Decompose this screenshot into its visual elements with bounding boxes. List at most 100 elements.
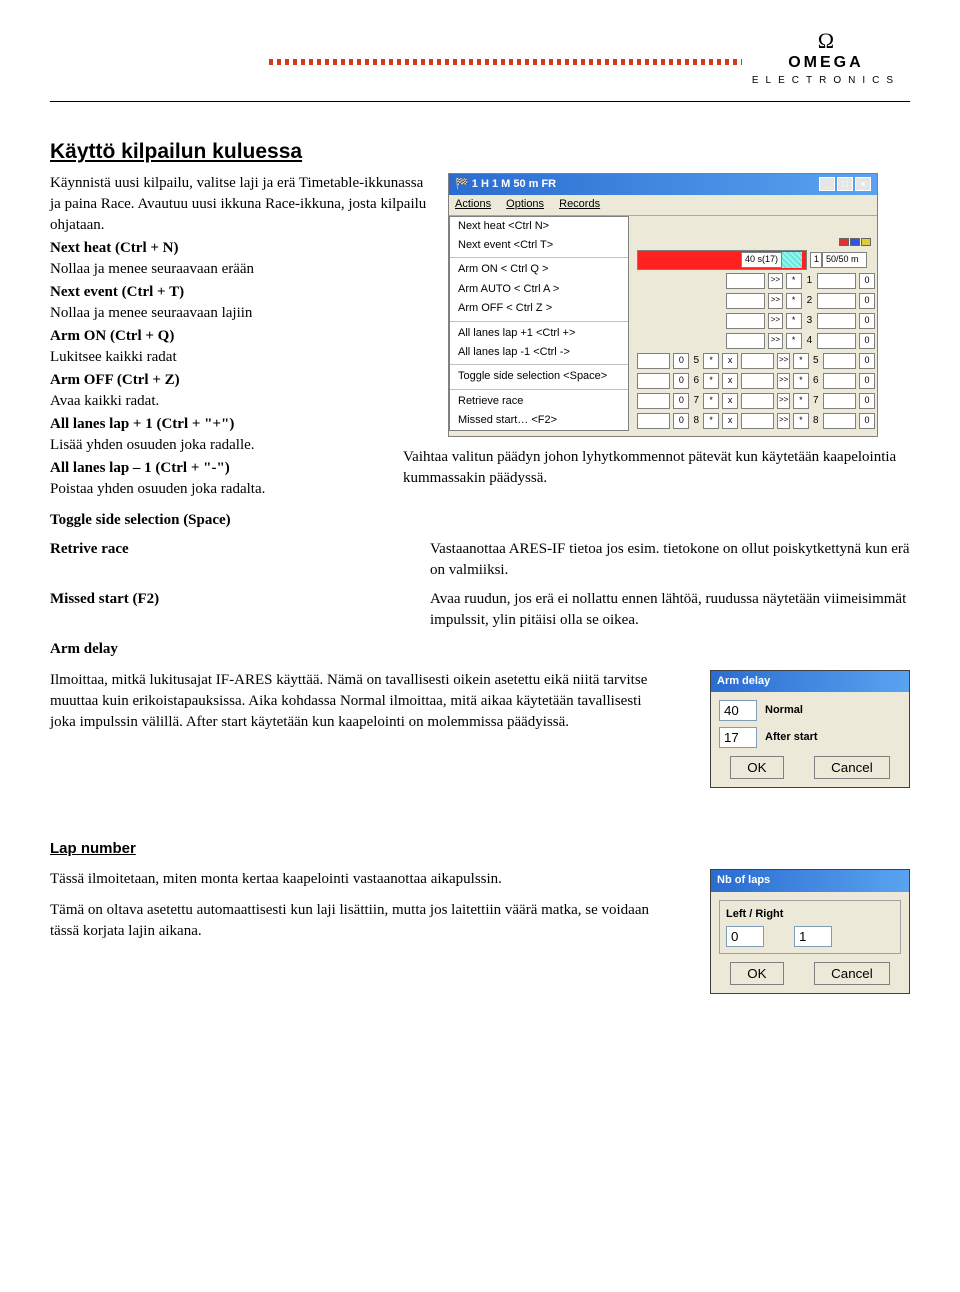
lane-next-button[interactable]: >>: [768, 333, 783, 349]
close-icon[interactable]: ×: [855, 177, 871, 191]
minimize-icon[interactable]: _: [819, 177, 835, 191]
lane-result[interactable]: [817, 273, 856, 289]
lane-result[interactable]: [823, 353, 856, 369]
lane-x-button[interactable]: x: [722, 393, 738, 409]
menu-item[interactable]: Next heat <Ctrl N>: [450, 217, 628, 236]
lane-result[interactable]: [823, 373, 856, 389]
lane-star2[interactable]: *: [793, 373, 809, 389]
menu-item[interactable]: Retrieve race: [450, 392, 628, 411]
lane-star2[interactable]: *: [793, 393, 809, 409]
lane-time2[interactable]: [741, 393, 774, 409]
lane-number: 7: [812, 394, 820, 408]
nb-laps-right-input[interactable]: [794, 926, 832, 947]
lane-star2[interactable]: *: [793, 353, 809, 369]
lane-star2[interactable]: *: [786, 313, 802, 329]
arm-delay-after-label: After start: [765, 730, 818, 745]
lane-number-left: 5: [692, 354, 700, 368]
nb-laps-cancel-button[interactable]: Cancel: [814, 962, 890, 985]
lane-row: 05*x>>*50: [637, 353, 875, 369]
menu-options[interactable]: Options: [506, 198, 544, 210]
lane-star2[interactable]: *: [793, 413, 809, 429]
lane-result[interactable]: [823, 413, 856, 429]
lane-next-button[interactable]: >>: [777, 373, 789, 389]
race-menu-bar: Actions Options Records: [449, 195, 877, 215]
lane-result[interactable]: [823, 393, 856, 409]
arm-delay-after-input[interactable]: [719, 727, 757, 748]
lane-star2[interactable]: *: [786, 293, 802, 309]
arm-delay-normal-label: Normal: [765, 703, 803, 718]
lane-zero2: 0: [859, 333, 875, 349]
lane-result[interactable]: [817, 313, 856, 329]
lane-number-left: 7: [692, 394, 700, 408]
lapnumber-p2: Tämä on oltava asetettu automaattisesti …: [50, 900, 670, 942]
lane-time-field[interactable]: [637, 373, 670, 389]
lane-result[interactable]: [817, 293, 856, 309]
lane-next-button[interactable]: >>: [768, 273, 783, 289]
lane-time2[interactable]: [741, 353, 774, 369]
menu-item[interactable]: Arm AUTO < Ctrl A >: [450, 280, 628, 299]
lane-result[interactable]: [817, 333, 856, 349]
lane-next-button[interactable]: >>: [768, 313, 783, 329]
lane-time-field[interactable]: [637, 393, 670, 409]
lane-star2[interactable]: *: [786, 333, 802, 349]
lane-time2[interactable]: [726, 313, 765, 329]
lane-time2[interactable]: [726, 333, 765, 349]
lane-x-button[interactable]: x: [722, 413, 738, 429]
nb-laps-ok-button[interactable]: OK: [730, 962, 783, 985]
lane-next-button[interactable]: >>: [777, 353, 789, 369]
arm-delay-ok-button[interactable]: OK: [730, 756, 783, 779]
menu-actions[interactable]: Actions: [455, 198, 491, 210]
command-list: Next heat (Ctrl + N)Nollaa ja menee seur…: [50, 238, 430, 500]
lane-time2[interactable]: [726, 293, 765, 309]
cmd-desc: Avaa kaikki radat.: [50, 393, 159, 409]
lane-zero2: 0: [859, 373, 875, 389]
lane-zero: 0: [673, 373, 689, 389]
arm-delay-cancel-button[interactable]: Cancel: [814, 756, 890, 779]
toggle-head: Toggle side selection (Space): [50, 512, 231, 528]
menu-item[interactable]: Arm OFF < Ctrl Z >: [450, 299, 628, 318]
lane-time-field[interactable]: [637, 413, 670, 429]
menu-item[interactable]: Toggle side selection <Space>: [450, 367, 628, 386]
lane-time2[interactable]: [726, 273, 765, 289]
menu-item[interactable]: Arm ON < Ctrl Q >: [450, 260, 628, 279]
menu-records[interactable]: Records: [559, 198, 600, 210]
cmd-desc: Poistaa yhden osuuden joka radalta.: [50, 481, 265, 497]
armdelay-head: Arm delay: [50, 639, 430, 660]
cmd-head: Next heat (Ctrl + N): [50, 240, 179, 256]
lane-header-red: 40 s(17): [637, 250, 807, 270]
maximize-icon[interactable]: □: [837, 177, 853, 191]
status-flags: [839, 238, 871, 246]
lane-next-button[interactable]: >>: [777, 393, 789, 409]
lane-star-button[interactable]: *: [703, 353, 719, 369]
lane-zero: 0: [673, 353, 689, 369]
lane-zero2: 0: [859, 393, 875, 409]
nb-laps-left-input[interactable]: [726, 926, 764, 947]
race-window-titlebar: 🏁 1 H 1 M 50 m FR _ □ ×: [449, 174, 877, 195]
omega-logo: Ω OMEGA ELECTRONICS: [752, 30, 910, 88]
arm-delay-normal-input[interactable]: [719, 700, 757, 721]
lane-row: 06*x>>*60: [637, 373, 875, 389]
race-window-title: 1 H 1 M 50 m FR: [472, 178, 556, 190]
lane-number-left: 8: [692, 414, 700, 428]
menu-item[interactable]: All lanes lap +1 <Ctrl +>: [450, 324, 628, 343]
lane-time2[interactable]: [741, 413, 774, 429]
lane-time-field[interactable]: [637, 353, 670, 369]
menu-item[interactable]: Next event <Ctrl T>: [450, 236, 628, 255]
menu-item[interactable]: Missed start… <F2>: [450, 411, 628, 430]
lane-zero: 0: [673, 393, 689, 409]
lane-x-button[interactable]: x: [722, 353, 738, 369]
lane-star-button[interactable]: *: [703, 413, 719, 429]
lane-next-button[interactable]: >>: [768, 293, 783, 309]
menu-item[interactable]: All lanes lap -1 <Ctrl ->: [450, 343, 628, 362]
lane-star2[interactable]: *: [786, 273, 802, 289]
lane-star-button[interactable]: *: [703, 373, 719, 389]
lane-next-button[interactable]: >>: [777, 413, 789, 429]
lane-zero2: 0: [859, 413, 875, 429]
lane-header-right: 1 50/50 m: [810, 250, 868, 270]
lane-time2[interactable]: [741, 373, 774, 389]
distance-box: 50/50 m: [822, 252, 867, 268]
lane-star-button[interactable]: *: [703, 393, 719, 409]
lane-x-button[interactable]: x: [722, 373, 738, 389]
nb-laps-legend: Left / Right: [726, 907, 894, 922]
cmd-head: Next event (Ctrl + T): [50, 284, 184, 300]
